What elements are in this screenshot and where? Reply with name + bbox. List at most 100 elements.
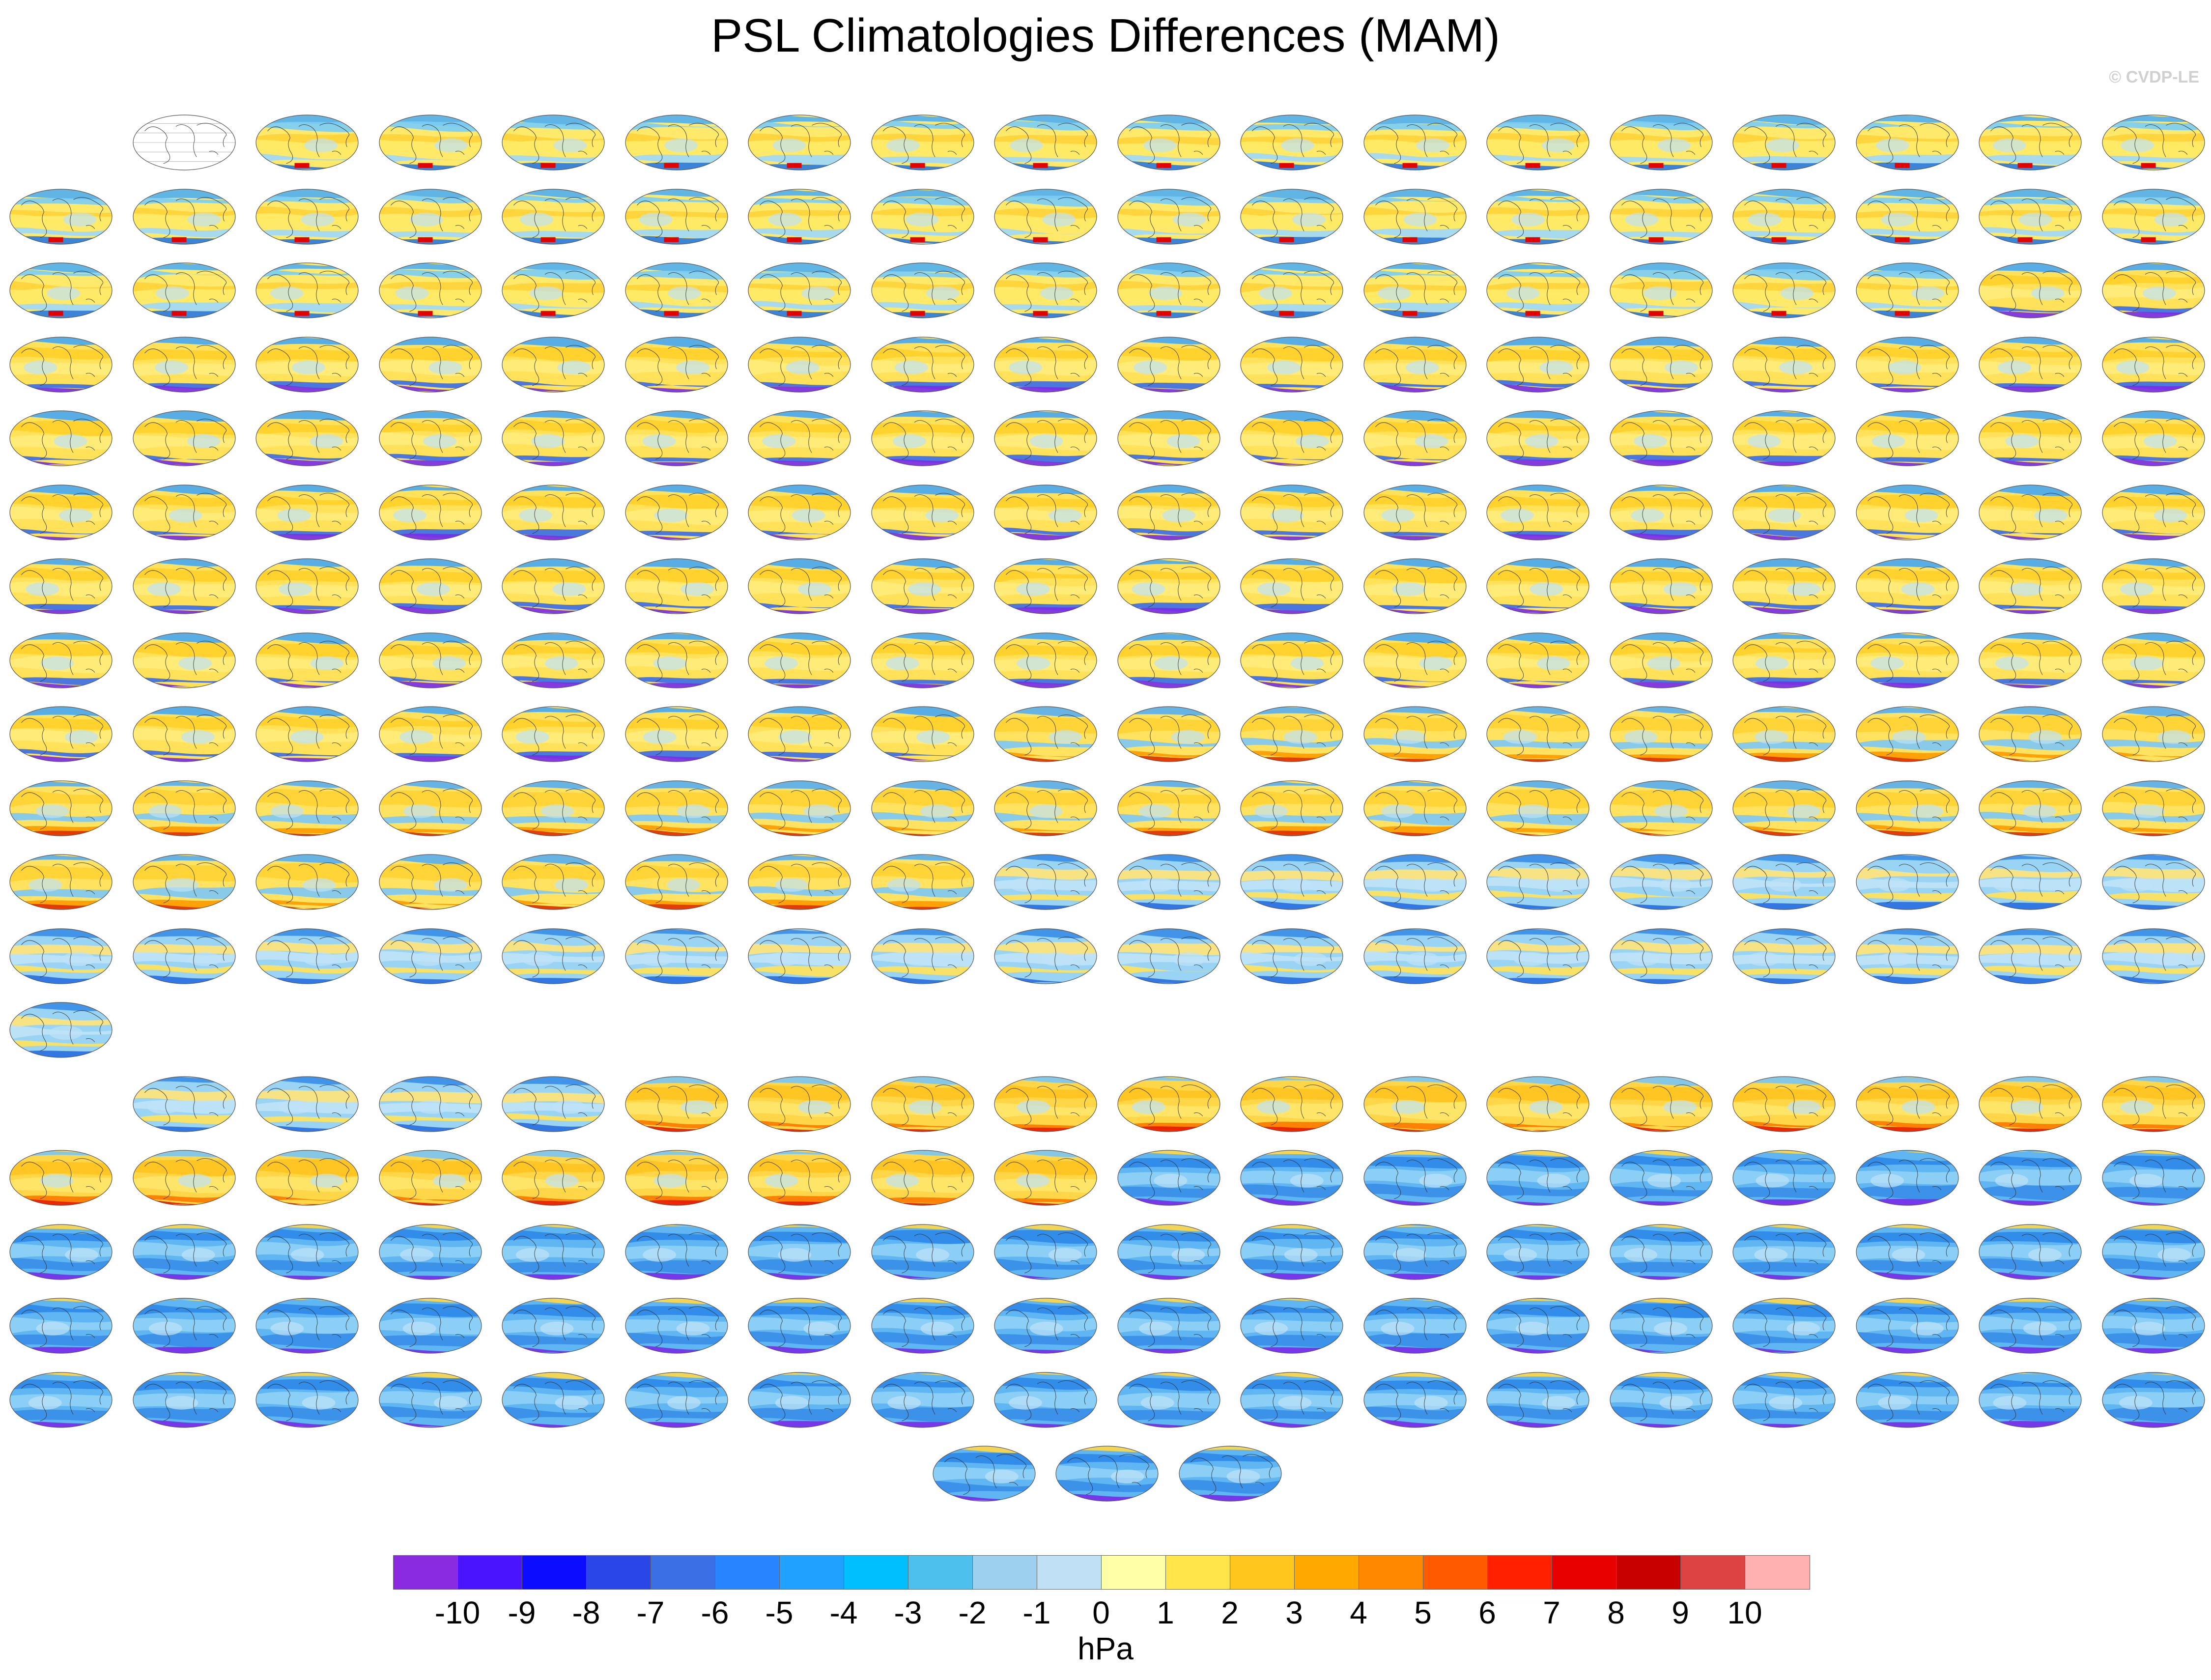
panel-title-strip: [1604, 1069, 1717, 1074]
map-panel: [742, 477, 856, 543]
colorbar-swatch: [1681, 1556, 1745, 1589]
panel-title-strip: [1358, 107, 1471, 112]
map-panel: [250, 477, 364, 543]
map-plot: [2101, 114, 2205, 171]
panel-title-strip: [2097, 1142, 2210, 1147]
map-plot: [1486, 262, 1589, 318]
map-plot: [2101, 854, 2205, 910]
map-panel: [1604, 181, 1718, 247]
panel-title-strip: [1727, 1069, 1840, 1074]
panel-title-strip: [620, 1142, 733, 1147]
map-plot: [502, 1224, 605, 1280]
panel-title-strip: [496, 1365, 609, 1369]
map-plot: [1855, 558, 1959, 614]
panel-title-strip: [250, 477, 363, 482]
map-panel: [1604, 477, 1718, 543]
map-plot: [1363, 706, 1467, 762]
map-plot: [255, 1224, 359, 1280]
map-plot: [9, 780, 113, 836]
map-plot: [9, 1224, 113, 1280]
panel-title-strip: [620, 847, 733, 852]
panel-title-strip: [620, 107, 733, 112]
map-plot: [378, 114, 482, 171]
map-panel: [1481, 403, 1595, 469]
panel-title-strip: [1604, 181, 1717, 186]
panel-title-strip: [127, 773, 240, 778]
colorbar-tick-label: 5: [1414, 1595, 1432, 1630]
map-plot: [1240, 188, 1343, 245]
colorbar-tick-label: -1: [1022, 1595, 1051, 1630]
panel-title-strip: [742, 773, 855, 778]
map-plot: [748, 1076, 851, 1132]
colorbar-ticks: -10 -9 -8 -7 -6 -5 -4 -3 -2 -1 0 1 2 3 4 5 6 7 8 9 10: [0, 1595, 2211, 1634]
map-panel: [1850, 773, 1964, 839]
map-plot: [994, 854, 1097, 910]
panel-title-strip: [1481, 625, 1594, 630]
map-panel: [2097, 107, 2211, 173]
map-panel: [2097, 921, 2211, 987]
map-panel: [373, 403, 487, 469]
map-panel: [1481, 329, 1595, 395]
map-plot: [132, 780, 236, 836]
map-panel: [1358, 1217, 1472, 1282]
colorbar-units: hPa: [1077, 1631, 1134, 1666]
map-plot: [624, 854, 728, 910]
panel-title-strip: [250, 403, 363, 408]
panel-title-strip: [1235, 551, 1348, 556]
map-plot: [2101, 484, 2205, 541]
map-plot: [933, 1446, 1036, 1502]
panel-title-strip: [1481, 477, 1594, 482]
map-plot: [994, 114, 1097, 171]
map-plot: [132, 1298, 236, 1354]
panel-title-strip: [742, 181, 855, 186]
map-panel: [127, 625, 241, 691]
map-panel: [496, 773, 610, 839]
panel-title-strip: [742, 847, 855, 852]
map-plot: [1979, 1298, 2082, 1354]
map-panel: [1973, 1142, 2087, 1208]
map-plot: [1609, 410, 1713, 466]
map-panel: [4, 699, 118, 765]
map-plot: [1240, 1150, 1343, 1206]
panel-title-strip: [250, 255, 363, 260]
map-panel: [250, 551, 364, 617]
panel-title-strip: [1727, 921, 1840, 926]
map-plot: [748, 114, 851, 171]
panel-title-strip: [1604, 1142, 1717, 1147]
map-panel: [496, 107, 610, 173]
map-panel: [866, 1290, 980, 1356]
map-panel: [1112, 255, 1226, 321]
map-panel: [742, 1217, 856, 1282]
map-plot: [255, 410, 359, 466]
map-plot: [255, 928, 359, 984]
map-plot: [1732, 780, 1836, 836]
panel-title-strip: [2097, 107, 2210, 112]
map-panel: [1358, 847, 1472, 912]
map-panel: [1850, 551, 1964, 617]
map-plot: [1486, 484, 1589, 541]
map-plot: [624, 336, 728, 393]
map-panel: [989, 921, 1103, 987]
panel-title-strip: [496, 921, 609, 926]
panel-title-strip: [1112, 329, 1225, 334]
map-plot: [378, 854, 482, 910]
map-panel: [989, 1365, 1103, 1430]
panel-title-strip: [1604, 403, 1717, 408]
map-plot: [1609, 854, 1713, 910]
panel-title-strip: [866, 1217, 979, 1222]
map-plot: [1609, 780, 1713, 836]
map-panel: [1358, 477, 1472, 543]
map-plot: [624, 262, 728, 318]
map-plot: [502, 188, 605, 245]
map-plot: [1609, 1298, 1713, 1354]
panel-title-strip: [373, 477, 486, 482]
map-plot: [9, 1150, 113, 1206]
panel-title-strip: [866, 255, 979, 260]
map-panel: [2097, 1142, 2211, 1208]
map-panel: [1973, 107, 2087, 173]
panel-title-strip: [1973, 551, 2086, 556]
map-plot: [1855, 780, 1959, 836]
panel-title-strip: [1235, 625, 1348, 630]
panel-title-strip: [250, 1365, 363, 1369]
map-panel: [1112, 1290, 1226, 1356]
